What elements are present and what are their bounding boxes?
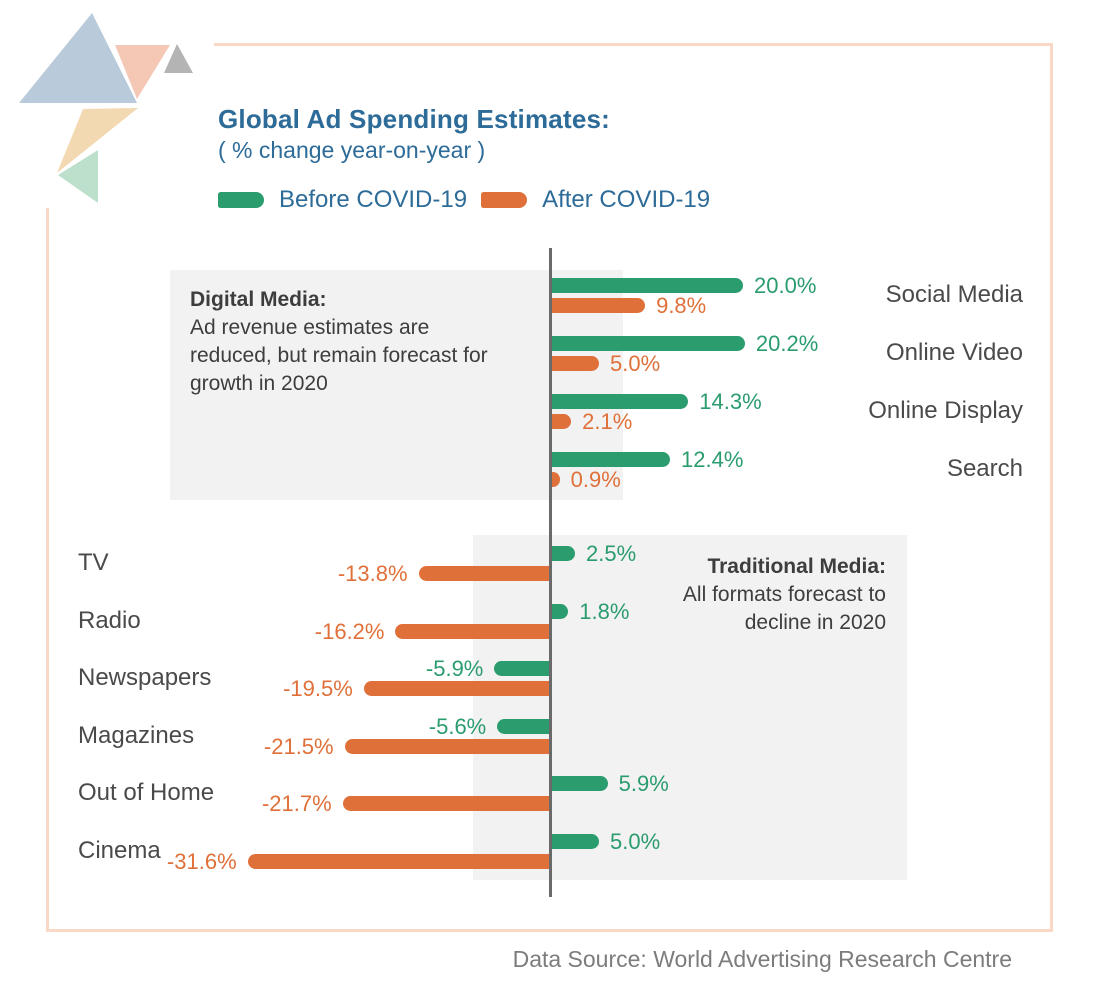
value-after-cinema: -31.6% <box>166 849 237 874</box>
legend-item-after-covid: After COVID-19 <box>481 186 710 214</box>
category-label-online-video: Online Video <box>886 339 1023 366</box>
bar-after-social-media <box>551 298 646 313</box>
bar-after-tv <box>418 566 551 581</box>
legend-swatch-before-icon <box>218 192 264 208</box>
category-label-online-display: Online Display <box>868 397 1023 424</box>
bar-before-social-media <box>551 278 743 293</box>
value-after-online-video: 5.0% <box>610 351 661 376</box>
legend-label-after: After COVID-19 <box>542 186 711 213</box>
value-after-tv: -13.8% <box>337 561 408 586</box>
bar-before-online-video <box>551 336 745 351</box>
bar-before-cinema <box>551 834 599 849</box>
bar-after-magazines <box>344 739 551 754</box>
legend-label-before: Before COVID-19 <box>279 186 468 213</box>
logo-triangle-gray-icon <box>164 44 193 73</box>
logo-triangle-peach-icon <box>115 45 170 99</box>
logo-triangle-tan-icon <box>57 108 138 173</box>
traditional-media-note: Traditional Media: All formats forecast … <box>473 535 907 880</box>
legend: Before COVID-19 After COVID-19 <box>218 186 710 214</box>
bar-after-cinema <box>247 854 551 869</box>
value-before-magazines: -5.6% <box>428 714 487 739</box>
traditional-note-line: decline in 2020 <box>744 611 886 634</box>
value-before-cinema: 5.0% <box>610 829 661 854</box>
category-label-radio: Radio <box>78 607 141 634</box>
bar-after-search <box>551 472 560 487</box>
bar-before-radio <box>551 604 569 619</box>
bar-before-online-display <box>551 394 689 409</box>
digital-note-line: growth in 2020 <box>190 372 328 395</box>
bar-before-magazines <box>497 719 551 734</box>
logo <box>0 0 214 208</box>
logo-triangle-blue-icon <box>19 13 137 103</box>
category-label-out-of-home: Out of Home <box>78 779 215 806</box>
value-after-newspapers: -19.5% <box>283 676 353 701</box>
category-label-search: Search <box>946 455 1023 482</box>
digital-note-line: Ad revenue estimates are <box>190 316 430 339</box>
bar-after-radio <box>395 624 551 639</box>
value-before-tv: 2.5% <box>586 541 637 566</box>
traditional-note-heading: Traditional Media: <box>707 555 886 578</box>
value-before-online-display: 14.3% <box>699 389 762 414</box>
card-border <box>46 43 1053 932</box>
value-before-online-video: 20.2% <box>755 331 819 356</box>
value-before-search: 12.4% <box>681 447 744 472</box>
value-after-online-display: 2.1% <box>582 409 633 434</box>
bar-after-online-video <box>551 356 599 371</box>
category-label-cinema: Cinema <box>78 837 161 864</box>
bar-after-online-display <box>551 414 572 429</box>
value-before-radio: 1.8% <box>579 599 630 624</box>
data-source: Data Source: World Advertising Research … <box>512 946 1012 972</box>
value-before-newspapers: -5.9% <box>425 656 484 681</box>
category-label-social-media: Social Media <box>885 281 1023 308</box>
page-subtitle: ( % change year-on-year ) <box>218 137 486 163</box>
page-title: Global Ad Spending Estimates: <box>218 104 610 134</box>
category-label-newspapers: Newspapers <box>78 664 212 691</box>
bar-before-out-of-home <box>551 776 608 791</box>
traditional-note-line: All formats forecast to <box>682 583 886 606</box>
digital-note-heading: Digital Media: <box>190 288 327 311</box>
value-before-out-of-home: 5.9% <box>618 771 669 796</box>
value-after-social-media: 9.8% <box>656 293 707 318</box>
bar-before-newspapers <box>494 661 551 676</box>
value-after-radio: -16.2% <box>314 619 385 644</box>
logo-triangles-icon <box>19 13 193 203</box>
value-after-magazines: -21.5% <box>263 734 334 759</box>
bar-before-search <box>551 452 671 467</box>
value-after-out-of-home: -21.7% <box>261 791 332 816</box>
digital-media-note: Digital Media: Ad revenue estimates are … <box>170 270 623 500</box>
value-before-social-media: 20.0% <box>754 273 817 298</box>
bar-after-newspapers <box>363 681 551 696</box>
legend-item-before-covid: Before COVID-19 <box>218 186 467 214</box>
legend-swatch-after-icon <box>481 192 528 208</box>
axis-line <box>549 248 552 897</box>
bar-before-tv <box>551 546 575 561</box>
digital-note-line: reduced, but remain forecast for <box>190 344 488 367</box>
bar-after-out-of-home <box>342 796 551 811</box>
logo-triangle-green-icon <box>58 150 98 203</box>
category-label-magazines: Magazines <box>78 722 195 749</box>
value-after-search: 0.9% <box>570 467 621 492</box>
category-label-tv: TV <box>78 549 109 576</box>
